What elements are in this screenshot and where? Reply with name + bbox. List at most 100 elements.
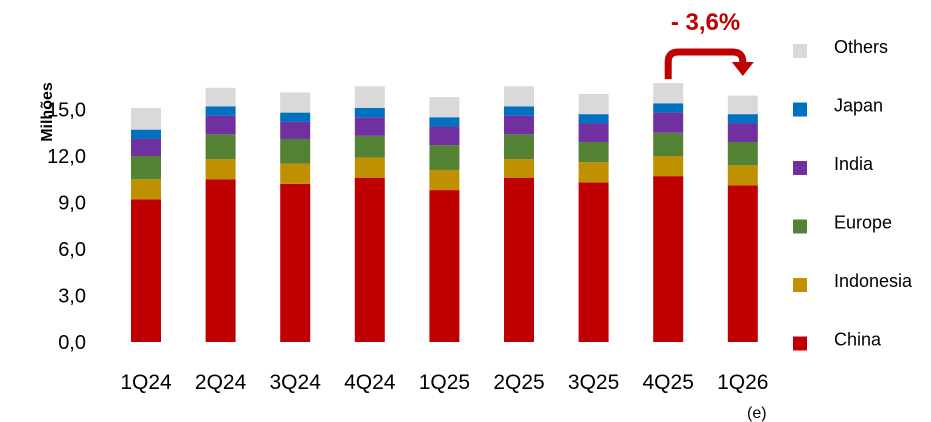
legend-item-europe: Europe (793, 213, 892, 234)
annotation-arrow-line (664, 48, 747, 80)
legend-label-others: Others (834, 37, 888, 57)
bar-segment-japan-4q25 (653, 103, 684, 113)
bar-segment-europe-1q25 (429, 145, 460, 170)
bar-segment-india-1q24 (131, 138, 161, 156)
bar-segment-indonesia-1q24 (131, 179, 161, 200)
bar-segment-others-4q24 (354, 86, 385, 108)
bar-segment-indonesia-2q25 (504, 159, 534, 178)
bar-segment-india-1q25 (429, 126, 460, 146)
bar-segment-europe-4q25 (653, 132, 684, 156)
legend-label-japan: Japan (834, 96, 883, 116)
bar-segment-china-4q24 (354, 177, 385, 342)
bar-segment-others-3q25 (578, 94, 609, 115)
x-axis: 1Q24 2Q24 3Q24 4Q24 1Q25 2Q25 3Q25 4Q25 1Q26 (e) (120, 371, 768, 422)
bar-stack-2q25 (504, 86, 534, 342)
bar-segment-india-3q24 (280, 121, 311, 139)
bar-segment-others-1q26 (727, 95, 758, 115)
bar-segment-india-4q24 (354, 117, 385, 136)
annotation-arrowhead (731, 62, 754, 76)
bar-stack-3q25 (578, 94, 609, 342)
x-tick-label-4q24: 4Q24 (344, 371, 396, 394)
legend-swatch-others (793, 44, 807, 58)
legend-item-indonesia: Indonesia (793, 271, 913, 292)
bar-segment-china-1q25 (429, 190, 460, 342)
bar-stack-2q24 (205, 87, 236, 342)
bar-segment-japan-2q24 (205, 106, 236, 116)
bar-segment-china-1q26 (727, 185, 758, 342)
bar-segment-japan-1q26 (727, 114, 758, 124)
bar-segment-indonesia-3q25 (578, 162, 609, 183)
bar-segment-indonesia-4q25 (653, 156, 684, 177)
bar-stack-1q24 (131, 107, 161, 342)
x-tick-label-1q24: 1Q24 (120, 371, 172, 394)
bar-segment-indonesia-3q24 (280, 163, 311, 184)
bar-segment-china-3q25 (578, 182, 609, 342)
legend-label-indonesia: Indonesia (834, 271, 913, 291)
legend-swatch-europe (793, 219, 807, 234)
bar-segment-japan-4q24 (354, 107, 385, 118)
bar-segment-china-4q25 (653, 176, 684, 342)
legend-swatch-china (793, 336, 807, 351)
legend-label-india: India (834, 154, 874, 174)
bar-segment-japan-3q24 (280, 112, 311, 122)
bar-segment-india-1q26 (727, 123, 758, 143)
legend-swatch-india (793, 161, 807, 175)
bar-segment-europe-1q24 (131, 156, 161, 180)
annotation-label: - 3,6% (671, 9, 740, 36)
bar-segment-indonesia-1q26 (727, 165, 758, 186)
bar-segment-india-3q25 (578, 123, 609, 143)
bar-stack-4q24 (354, 86, 385, 342)
bar-segment-japan-3q25 (578, 114, 609, 124)
legend-item-others: Others (793, 37, 888, 58)
legend-item-japan: Japan (793, 96, 883, 117)
bar-segment-europe-3q25 (578, 142, 609, 163)
bar-segment-indonesia-4q24 (354, 157, 385, 178)
bar-segment-china-1q24 (131, 199, 161, 342)
category-note: (e) (747, 405, 767, 422)
legend-item-india: India (793, 154, 874, 175)
y-tick-label-5: 15,0 (47, 100, 86, 122)
bars (131, 83, 758, 342)
x-tick-label-1q25: 1Q25 (419, 371, 470, 394)
bar-segment-others-4q25 (653, 83, 684, 104)
bar-segment-indonesia-1q25 (429, 169, 460, 191)
x-tick-label-2q25: 2Q25 (493, 371, 544, 394)
y-axis-label: Milhões (39, 82, 56, 142)
legend-swatch-japan (793, 102, 807, 117)
legend-label-europe: Europe (834, 213, 892, 233)
y-tick-label-3: 9,0 (58, 193, 86, 215)
legend: Others Japan India Europe Indonesia China (793, 37, 913, 351)
bar-segment-china-3q24 (280, 183, 311, 342)
bar-segment-others-1q25 (429, 97, 460, 118)
bar-segment-europe-1q26 (727, 142, 758, 166)
bar-segment-india-4q25 (653, 112, 684, 133)
bar-segment-others-1q24 (131, 107, 161, 130)
bar-stack-1q25 (429, 97, 460, 342)
y-tick-label-1: 3,0 (58, 286, 86, 308)
legend-swatch-indonesia (793, 278, 807, 292)
x-tick-label-4q25: 4Q25 (643, 371, 694, 394)
bar-segment-europe-4q24 (354, 135, 385, 158)
bar-stack-4q25 (653, 83, 684, 342)
y-tick-label-4: 12,0 (47, 146, 86, 168)
bar-segment-others-3q24 (280, 92, 311, 113)
bar-segment-china-2q25 (504, 177, 534, 342)
bar-segment-europe-2q25 (504, 134, 534, 160)
bar-segment-others-2q25 (504, 86, 534, 107)
bar-segment-europe-3q24 (280, 138, 311, 164)
bar-segment-india-2q25 (504, 115, 534, 135)
bar-segment-japan-2q25 (504, 106, 534, 116)
x-tick-label-3q24: 3Q24 (270, 371, 322, 394)
x-tick-label-3q25: 3Q25 (568, 371, 619, 394)
bar-stack-1q26 (727, 95, 758, 342)
bar-stack-3q24 (280, 92, 311, 342)
bar-segment-europe-2q24 (205, 134, 236, 160)
legend-label-china: China (834, 330, 882, 350)
y-tick-label-2: 6,0 (58, 239, 86, 261)
bar-segment-japan-1q24 (131, 129, 161, 139)
bar-segment-india-2q24 (205, 115, 236, 135)
x-tick-label-2q24: 2Q24 (195, 371, 247, 394)
bar-segment-others-2q24 (205, 87, 236, 107)
